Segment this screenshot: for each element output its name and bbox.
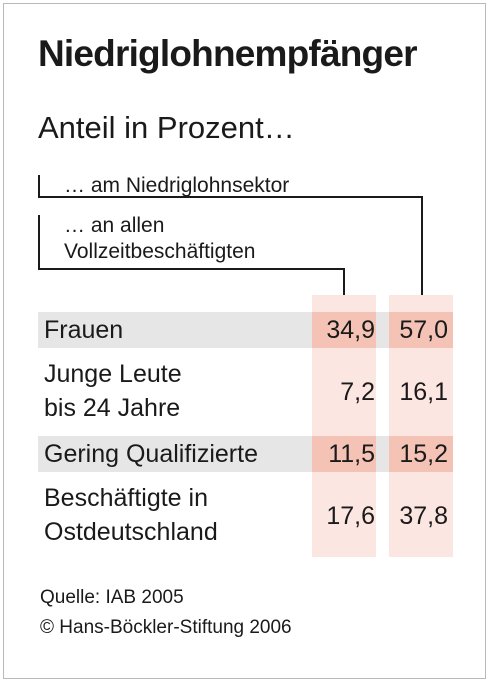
connector-sector-vertical: [421, 196, 423, 298]
value-gering-all: 11,5: [328, 440, 375, 468]
row-label-ost-line2: Ostdeutschland: [44, 518, 218, 546]
connector-sector-horizontal: [38, 196, 422, 198]
column-header-sector: … am Niedriglohnsektor: [64, 174, 290, 197]
source-note: Quelle: IAB 2005: [40, 587, 184, 608]
value-frauen-all: 34,9: [326, 316, 375, 344]
connector-sector-left-tick: [38, 175, 40, 197]
value-ost-sector: 37,8: [399, 502, 448, 530]
cell-highlight-gering-sector: [389, 436, 453, 472]
value-ost-all: 17,6: [326, 502, 375, 530]
column-header-all-line2: Vollzeitbeschäftigten: [64, 240, 256, 263]
connector-all-horizontal: [38, 268, 344, 270]
value-gering-sector: 15,2: [399, 440, 448, 468]
row-label-junge-line2: bis 24 Jahre: [44, 394, 181, 422]
cell-highlight-frauen-sector: [389, 312, 453, 348]
connector-all-vertical: [343, 268, 345, 298]
value-junge-sector: 16,1: [399, 378, 448, 406]
row-band-frauen: [38, 312, 451, 348]
copyright-note: © Hans-Böckler-Stiftung 2006: [40, 617, 292, 638]
row-band-gering: [38, 436, 451, 472]
chart-subtitle: Anteil in Prozent…: [38, 110, 295, 145]
row-label-frauen: Frauen: [44, 316, 124, 344]
infographic-frame: [3, 3, 486, 679]
cell-highlight-gering-all: [312, 436, 376, 472]
value-frauen-sector: 57,0: [399, 316, 448, 344]
connector-all-left-tick: [38, 215, 40, 269]
column-header-all-line1: … an allen: [64, 214, 165, 237]
row-label-junge-line1: Junge Leute: [44, 360, 182, 388]
chart-title: Niedriglohnempfänger: [38, 33, 418, 74]
cell-highlight-frauen-all: [312, 312, 376, 348]
value-junge-all: 7,2: [340, 378, 375, 406]
row-label-ost-line1: Beschäftigte in: [44, 484, 208, 512]
row-label-gering: Gering Qualifizierte: [44, 440, 258, 468]
